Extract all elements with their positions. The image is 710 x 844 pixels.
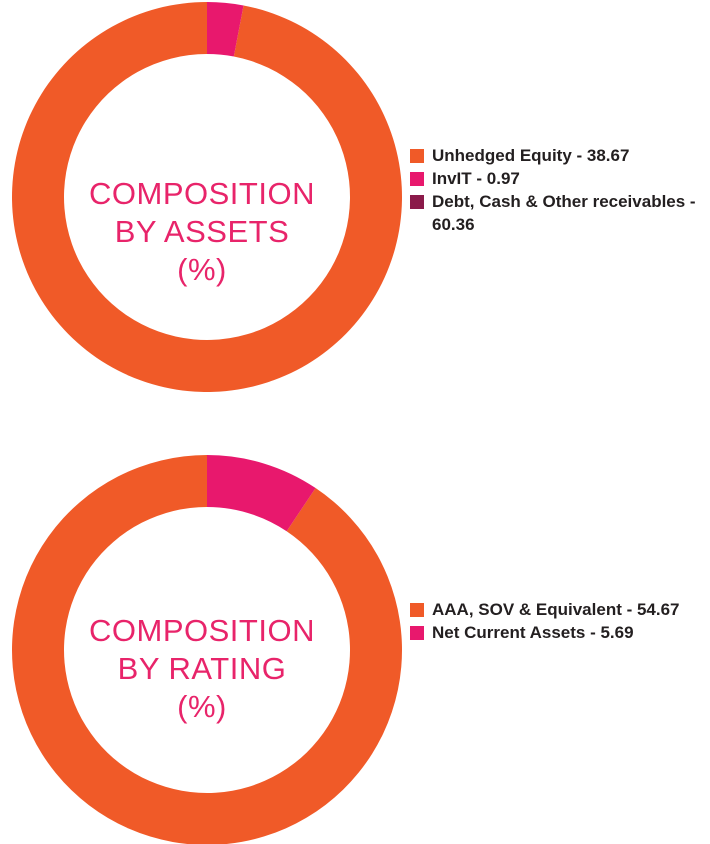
rating-legend: AAA, SOV & Equivalent - 54.67 Net Curren…: [410, 598, 710, 644]
donut-slice-net: [207, 455, 316, 532]
assets-legend: Unhedged Equity - 38.67 InvIT - 0.97 Deb…: [410, 144, 710, 236]
assets-center-line-2: BY ASSETS: [114, 214, 290, 249]
legend-label: InvIT - 0.97: [432, 169, 520, 188]
legend-swatch: [410, 149, 424, 163]
legend-label: AAA, SOV & Equivalent - 54.67: [432, 600, 680, 619]
rating-center-line-2: BY RATING: [117, 651, 287, 686]
legend-label: Unhedged Equity - 38.67: [432, 146, 630, 165]
composition-by-assets-chart: COMPOSITION BY ASSETS (%) Unhedged Equit…: [0, 0, 710, 400]
legend-swatch: [410, 626, 424, 640]
rating-donut: [12, 455, 402, 844]
assets-center-line-3: (%): [177, 252, 227, 287]
assets-donut: [12, 2, 403, 392]
composition-by-rating-chart: COMPOSITION BY RATING (%) AAA, SOV & Equ…: [0, 440, 710, 844]
legend-swatch: [410, 172, 424, 186]
legend-label: Net Current Assets - 5.69: [432, 623, 634, 642]
assets-center-line-1: COMPOSITION: [89, 176, 315, 211]
rating-center-label: COMPOSITION BY RATING (%): [72, 612, 332, 726]
legend-item-invit: InvIT - 0.97: [410, 167, 710, 190]
legend-item-aaa-sov: AAA, SOV & Equivalent - 54.67: [410, 598, 710, 621]
legend-swatch: [410, 603, 424, 617]
donut-slice-invit: [207, 2, 244, 57]
assets-center-label: COMPOSITION BY ASSETS (%): [72, 175, 332, 289]
legend-item-net-current-assets: Net Current Assets - 5.69: [410, 621, 710, 644]
legend-item-debt-cash: Debt, Cash & Other receivables - 60.36: [410, 190, 710, 236]
legend-swatch: [410, 195, 424, 209]
rating-center-line-3: (%): [177, 689, 227, 724]
rating-center-line-1: COMPOSITION: [89, 613, 315, 648]
legend-label: Debt, Cash & Other receivables - 60.36: [432, 192, 696, 234]
legend-item-unhedged-equity: Unhedged Equity - 38.67: [410, 144, 710, 167]
